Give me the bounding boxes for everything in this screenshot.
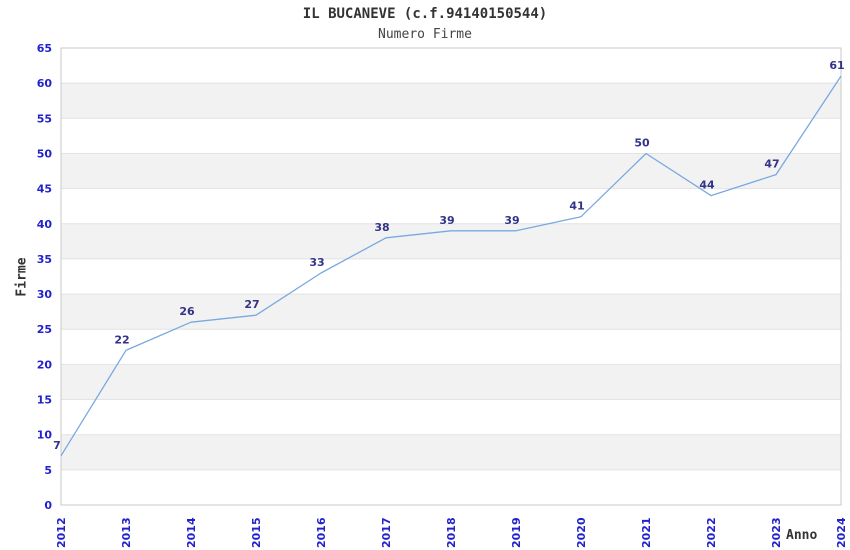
y-tick-label: 65 <box>37 42 52 55</box>
y-tick-label: 60 <box>37 77 53 90</box>
point-value-label: 41 <box>569 200 584 213</box>
plot-band <box>61 434 841 470</box>
point-value-label: 38 <box>374 221 389 234</box>
x-tick-label: 2022 <box>705 517 718 548</box>
x-tick-label: 2020 <box>575 517 588 548</box>
x-tick-label: 2021 <box>640 517 653 548</box>
point-value-label: 61 <box>829 59 844 72</box>
x-tick-label: 2019 <box>510 517 523 548</box>
y-tick-label: 15 <box>37 394 52 407</box>
plot-band <box>61 364 841 400</box>
y-tick-label: 20 <box>37 358 53 371</box>
x-tick-label: 2016 <box>315 517 328 548</box>
y-tick-label: 0 <box>44 499 52 512</box>
y-tick-label: 30 <box>37 288 53 301</box>
plot-band <box>61 223 841 259</box>
y-tick-label: 25 <box>37 323 52 336</box>
x-axis-title: Anno <box>786 528 818 543</box>
y-tick-label: 35 <box>37 253 52 266</box>
chart-subtitle: Numero Firme <box>378 27 472 42</box>
point-value-label: 44 <box>699 179 715 192</box>
chart-title: IL BUCANEVE (c.f.94140150544) <box>302 6 548 22</box>
plot-band <box>61 153 841 189</box>
point-value-label: 26 <box>179 305 195 318</box>
plot-band <box>61 83 841 119</box>
point-value-label: 39 <box>504 214 519 227</box>
y-tick-label: 40 <box>37 218 53 231</box>
point-value-label: 33 <box>309 256 324 269</box>
y-tick-label: 10 <box>37 429 53 442</box>
y-tick-label: 45 <box>37 183 52 196</box>
x-tick-label: 2012 <box>55 517 68 548</box>
point-value-label: 22 <box>114 333 129 346</box>
point-value-label: 50 <box>634 136 650 149</box>
point-value-label: 27 <box>244 298 259 311</box>
plot-border <box>60 47 842 506</box>
y-tick-label: 50 <box>37 147 53 160</box>
x-tick-label: 2023 <box>770 517 783 548</box>
plot-band <box>61 294 841 330</box>
x-tick-label: 2014 <box>185 517 198 548</box>
y-tick-label: 5 <box>44 464 52 477</box>
point-value-label: 7 <box>53 439 61 452</box>
point-value-label: 39 <box>439 214 454 227</box>
x-tick-label: 2015 <box>250 517 263 548</box>
data-line <box>60 75 842 457</box>
x-tick-label: 2017 <box>380 517 393 548</box>
y-tick-label: 55 <box>37 112 52 125</box>
x-tick-label: 2024 <box>835 517 848 548</box>
point-value-label: 47 <box>764 158 779 171</box>
x-tick-label: 2013 <box>120 517 133 548</box>
x-tick-label: 2018 <box>445 517 458 548</box>
